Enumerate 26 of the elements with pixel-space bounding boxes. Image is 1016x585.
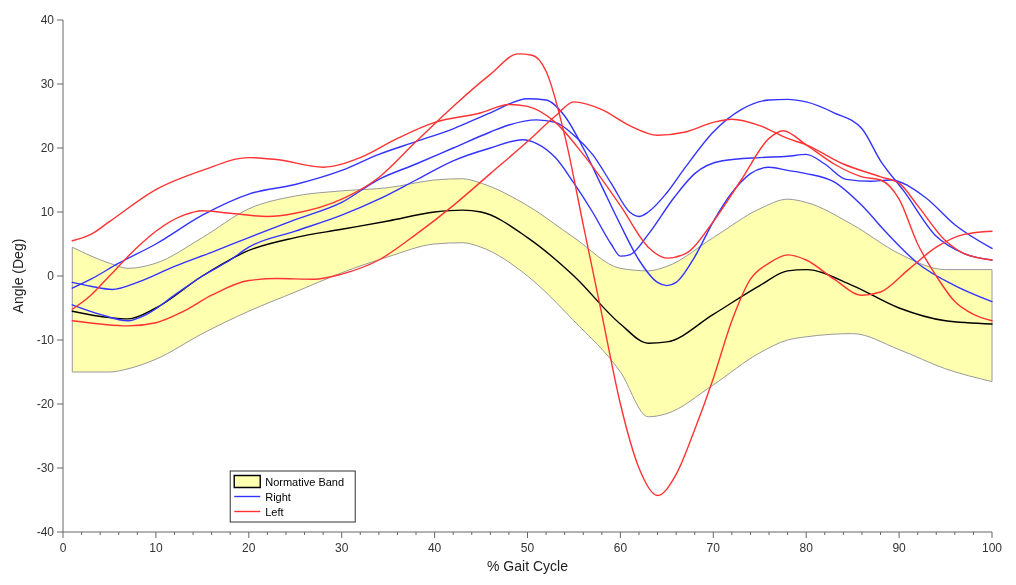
- x-tick-label: 70: [706, 541, 721, 555]
- x-tick-label: 90: [892, 541, 907, 555]
- y-tick-label: -40: [36, 525, 55, 539]
- x-tick-label: 20: [242, 541, 256, 555]
- legend-label: Normative Band: [265, 475, 345, 488]
- y-tick-label: 0: [47, 269, 55, 283]
- x-tick-label: 10: [149, 541, 163, 555]
- y-tick-label: 10: [40, 205, 55, 219]
- x-tick-label: 40: [427, 541, 442, 555]
- y-tick-label: -20: [36, 397, 55, 411]
- y-axis-title: Angle (Deg): [10, 238, 26, 314]
- x-tick-label: 100: [981, 541, 1003, 555]
- y-tick-label: 30: [40, 77, 55, 91]
- y-tick-label: 20: [40, 141, 55, 155]
- legend-label: Left: [265, 505, 284, 518]
- y-tick-label: -30: [36, 461, 55, 475]
- y-tick-label: -10: [36, 333, 55, 347]
- x-tick-label: 0: [59, 541, 67, 555]
- x-tick-label: 60: [613, 541, 628, 555]
- legend-label: Right: [265, 490, 291, 503]
- x-tick-label: 80: [799, 541, 814, 555]
- line-series: [71, 209, 993, 344]
- y-tick-label: 40: [40, 13, 55, 27]
- x-axis-title: % Gait Cycle: [487, 558, 569, 574]
- x-tick-label: 50: [520, 541, 535, 555]
- x-tick-label: 30: [335, 541, 349, 555]
